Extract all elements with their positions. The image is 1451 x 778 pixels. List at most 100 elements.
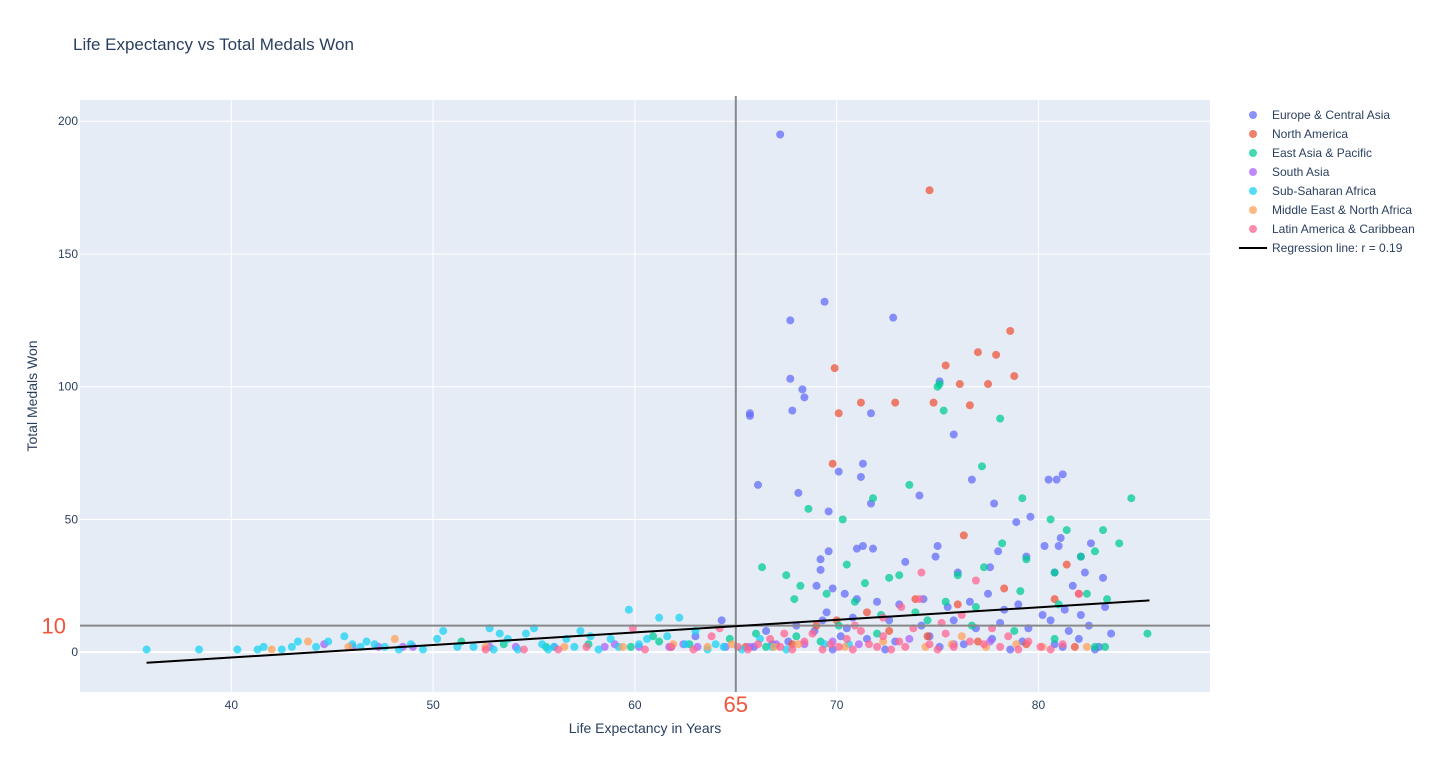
data-point [816, 555, 825, 564]
data-point [1046, 515, 1055, 524]
y-tick-label: 200 [58, 114, 78, 128]
data-point [820, 297, 829, 306]
data-point [667, 642, 676, 651]
data-point [824, 547, 833, 556]
data-point [786, 374, 795, 383]
data-point [923, 616, 932, 625]
data-point [816, 565, 825, 574]
data-point [707, 632, 716, 641]
data-point [905, 634, 914, 643]
data-point [800, 393, 809, 402]
data-point [818, 645, 827, 654]
data-point [949, 642, 958, 651]
data-point [594, 645, 603, 654]
vertical-reference-label: 65 [724, 692, 748, 717]
data-point [1014, 645, 1023, 654]
data-point [754, 480, 762, 489]
data-point [848, 613, 857, 622]
data-point [792, 632, 801, 641]
data-point [1058, 640, 1067, 649]
data-point [142, 645, 151, 654]
data-point [965, 401, 974, 410]
data-point [1074, 589, 1083, 598]
data-point [873, 642, 882, 651]
data-point [923, 632, 932, 641]
data-point [967, 475, 976, 484]
data-point [419, 645, 428, 654]
data-point [836, 632, 845, 641]
series-group [457, 380, 1152, 651]
data-point [370, 640, 379, 649]
data-point [931, 552, 940, 561]
data-point [1143, 629, 1152, 638]
data-point [980, 563, 988, 572]
data-point [1062, 526, 1071, 535]
y-tick-label: 150 [58, 247, 78, 261]
data-point [1115, 539, 1124, 548]
data-point [788, 406, 797, 415]
data-point [1052, 475, 1061, 484]
data-point [689, 645, 698, 654]
data-point [663, 632, 672, 641]
data-point [433, 634, 442, 643]
x-tick-label: 60 [628, 698, 642, 712]
data-point [869, 494, 878, 503]
legend-label: South Asia [1272, 165, 1330, 179]
data-point [1082, 589, 1091, 598]
data-point [1090, 642, 1099, 651]
data-point [980, 640, 988, 649]
data-point [996, 642, 1005, 651]
data-point [822, 589, 831, 598]
y-tick-label: 0 [71, 645, 78, 659]
data-point [643, 634, 652, 643]
data-point [719, 642, 728, 651]
data-point [794, 488, 803, 497]
legend-item: Europe & Central Asia [1249, 108, 1390, 122]
data-point [1010, 372, 1019, 381]
y-tick-label: 100 [58, 380, 78, 394]
data-point [794, 640, 803, 649]
data-point [1004, 632, 1013, 641]
data-point [889, 313, 898, 322]
data-point [941, 597, 950, 606]
data-point [828, 459, 837, 468]
data-point [984, 589, 993, 598]
data-point [776, 130, 785, 139]
data-point [800, 637, 809, 646]
data-point [796, 581, 805, 590]
data-point [1050, 634, 1059, 643]
plot-background [80, 100, 1210, 692]
data-point [1058, 470, 1067, 479]
legend-item: Latin America & Caribbean [1249, 222, 1415, 236]
legend-marker [1249, 187, 1257, 195]
data-point [439, 626, 448, 635]
chart-title: Life Expectancy vs Total Medals Won [73, 35, 354, 54]
data-point [344, 642, 353, 651]
data-point [776, 642, 785, 651]
data-point [758, 563, 767, 572]
data-point [996, 414, 1005, 423]
data-point [233, 645, 242, 654]
legend-marker [1249, 149, 1257, 157]
data-point [780, 629, 789, 638]
data-point [965, 597, 974, 606]
data-point [1024, 637, 1033, 646]
data-point [600, 642, 609, 651]
data-point [897, 603, 906, 612]
data-point [195, 645, 204, 654]
data-point [917, 568, 926, 577]
data-point [848, 645, 857, 654]
data-point [1044, 475, 1053, 484]
legend-marker [1249, 206, 1257, 214]
data-point [675, 613, 684, 622]
data-point [606, 634, 615, 643]
data-point [925, 186, 934, 195]
data-point [915, 595, 924, 604]
data-point [840, 589, 849, 598]
data-point [842, 634, 851, 643]
data-point [267, 645, 276, 654]
data-point [626, 642, 635, 651]
data-point [856, 472, 865, 481]
data-point [641, 645, 649, 654]
